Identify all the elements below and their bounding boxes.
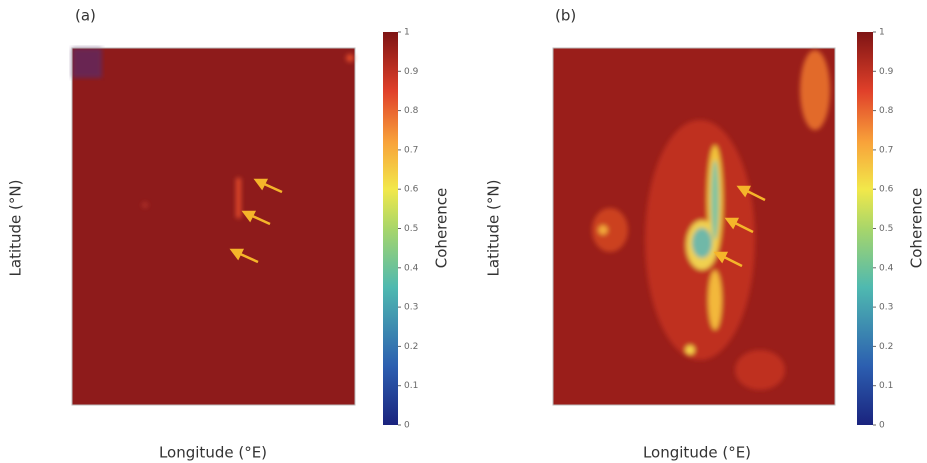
panel-a: (a) Longitude (°E) Latitude (°N) Coheren… [7,7,451,462]
x-axis-label: Longitude (°E) [159,444,267,462]
arrows [229,178,283,264]
colorbar-tick-label: 0.2 [404,342,418,352]
colorbar-tick-label: 0.1 [404,381,418,391]
panel-label: (a) [75,7,96,25]
y-axis-label: Latitude (°N) [485,180,503,277]
colorbar-tick-label: 1 [404,28,410,38]
colorbar-tick-label: 0.5 [404,224,418,234]
y-axis-label: Latitude (°N) [7,180,25,277]
colorbar-tick-label: 1 [879,28,885,38]
map-features [592,50,830,390]
map-frame [71,47,356,406]
colorbar-label: Coherence [433,188,451,268]
colorbar [857,32,873,425]
colorbar-tick-label: 0 [404,421,410,431]
colorbar-tick-label: 0.8 [404,106,419,116]
colorbar-tick-label: 0.5 [879,224,893,234]
colorbar-tick-label: 0.6 [879,185,894,195]
colorbar-tick-label: 0 [879,421,885,431]
x-axis-label: Longitude (°E) [643,444,751,462]
map-features [142,54,354,218]
colorbar-tick-label: 0.4 [879,263,894,273]
colorbar-tick-label: 0.9 [879,67,894,77]
colorbar-tick-label: 0.9 [404,67,419,77]
colorbar-tick-label: 0.1 [879,381,893,391]
colorbar-tick-label: 0.7 [404,145,418,155]
colorbar-tick-label: 0.7 [879,145,893,155]
panel-b: (b) Longitude (°E) Latitude (°N) Coheren… [485,7,926,462]
colorbar-tick-label: 0.6 [404,185,419,195]
colorbar-label: Coherence [908,188,926,268]
panel-label: (b) [555,7,576,25]
colorbar-tick-label: 0.8 [879,106,894,116]
arrows [713,185,766,268]
colorbar-tick-label: 0.2 [879,342,893,352]
map-frame [552,47,836,406]
colorbar-tick-label: 0.3 [879,303,893,313]
colorbar-tick-label: 0.4 [404,263,419,273]
colorbar-tick-label: 0.3 [404,303,418,313]
map [72,48,355,405]
colorbar [383,32,398,425]
map-feature [72,48,102,78]
